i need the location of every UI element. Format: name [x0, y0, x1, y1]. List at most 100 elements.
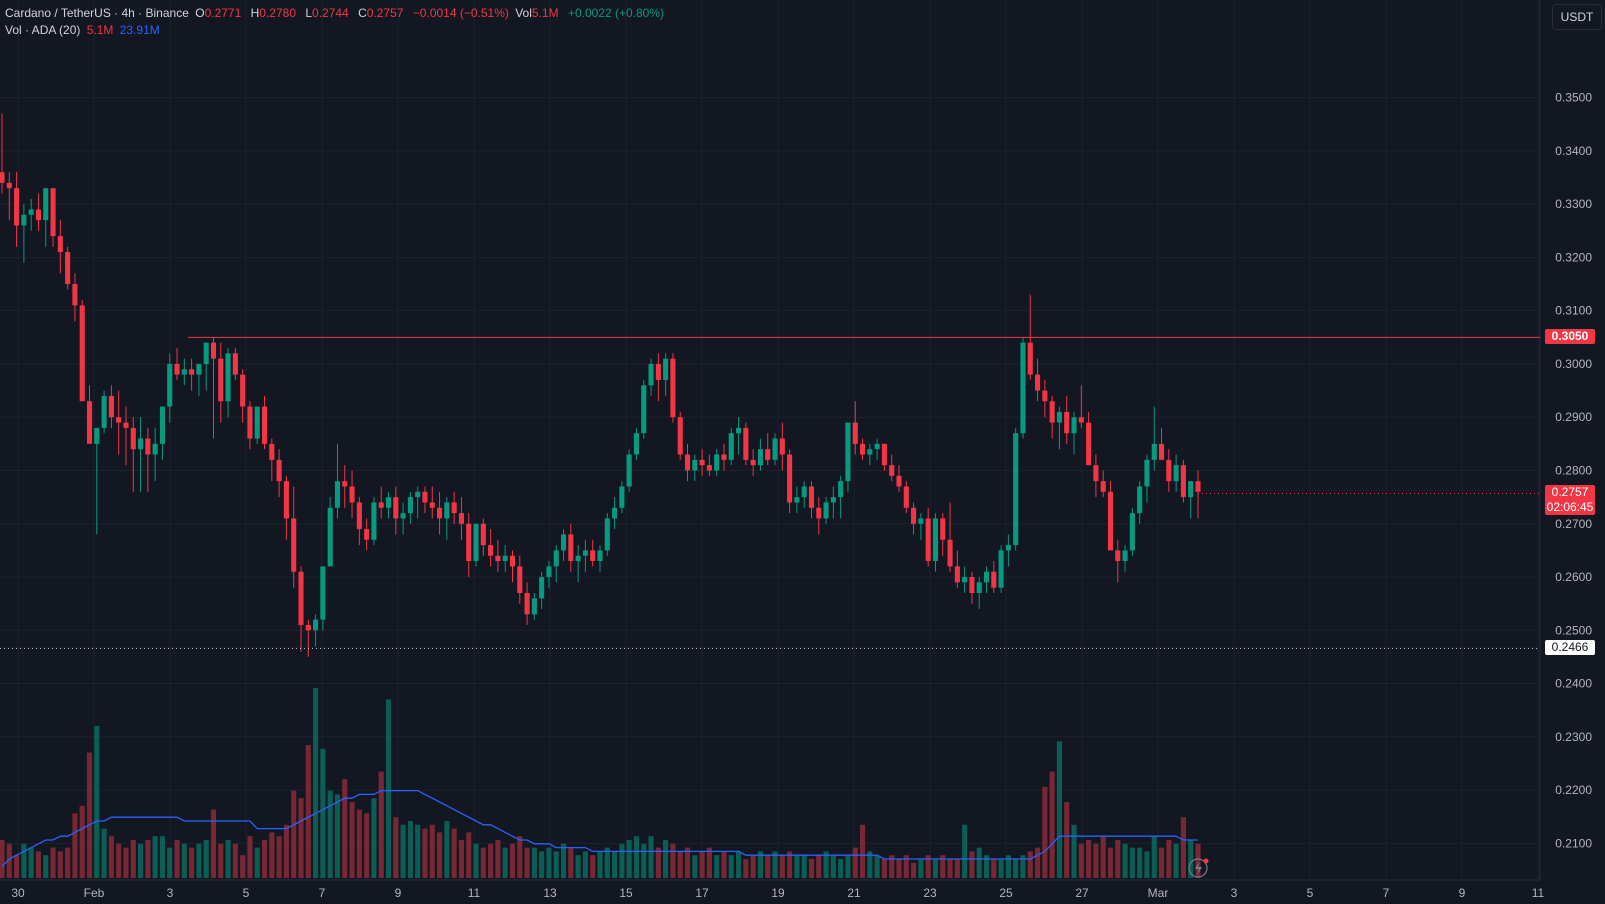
- candle-body: [43, 188, 49, 221]
- volume-bar: [1151, 836, 1157, 878]
- candle-body: [911, 507, 917, 524]
- candle-body: [393, 497, 399, 519]
- candle-body: [714, 454, 720, 471]
- indicator-ma: 23.91M: [119, 23, 160, 37]
- candle-body: [422, 491, 428, 503]
- volume-bar: [881, 859, 887, 878]
- candle-body: [641, 385, 647, 434]
- volume-bar: [269, 832, 275, 878]
- candle-body: [560, 534, 567, 551]
- x-tick-label: 17: [695, 886, 709, 900]
- volume-bar: [1049, 771, 1055, 878]
- volume-bar: [254, 847, 260, 878]
- candle-body: [539, 577, 545, 599]
- candle-body: [320, 566, 326, 620]
- volume-bar: [356, 809, 362, 878]
- candle-body: [524, 593, 530, 615]
- candle-body: [1093, 465, 1099, 482]
- x-tick-label: 30: [11, 886, 25, 900]
- volume-bar: [874, 855, 880, 878]
- volume-bar: [1056, 741, 1062, 878]
- volume-bar: [830, 855, 836, 878]
- volume-bar: [575, 855, 581, 878]
- candle-body: [138, 438, 144, 450]
- vol-change: +0.0022 (+0.80%): [567, 6, 665, 20]
- volume-bar: [757, 851, 763, 878]
- candle-body: [254, 406, 260, 439]
- volume-bar: [524, 847, 530, 878]
- candle-body: [947, 539, 953, 567]
- volume-bar: [502, 847, 508, 878]
- candle-body: [845, 422, 851, 482]
- candle-body: [619, 486, 625, 508]
- volume-bar: [1035, 847, 1041, 878]
- currency-button[interactable]: USDT: [1552, 4, 1602, 30]
- volume-bar: [28, 847, 34, 878]
- candle-body: [852, 422, 858, 444]
- volume-bar: [415, 824, 421, 878]
- indicator-volume: 5.1M: [86, 23, 114, 37]
- y-tick-label: 0.3300: [1555, 197, 1592, 211]
- volume-bar: [371, 798, 377, 878]
- volume-bar: [954, 859, 960, 878]
- candle-body: [108, 395, 114, 418]
- candle-body: [35, 209, 42, 221]
- alert-dot-icon: [1203, 858, 1209, 864]
- volume-bar: [1064, 802, 1070, 878]
- volume-bar: [422, 828, 428, 878]
- volume-bar: [903, 855, 909, 878]
- volume-bar: [444, 821, 450, 878]
- volume-bar: [429, 824, 435, 878]
- candle-body: [240, 374, 246, 407]
- candle-body: [174, 363, 180, 375]
- candle-body: [196, 363, 202, 375]
- candle-body: [1100, 481, 1106, 492]
- volume-bar: [1195, 843, 1201, 878]
- volume-bar: [932, 859, 939, 878]
- volume-bar: [57, 851, 63, 878]
- volume-bar: [167, 847, 173, 878]
- volume-bar: [648, 836, 654, 878]
- volume-bar: [509, 843, 516, 878]
- volume-bar: [138, 843, 144, 878]
- volume-bar: [612, 851, 618, 878]
- candle-body: [1151, 443, 1157, 460]
- candle-body: [808, 486, 815, 508]
- candle-body: [881, 443, 887, 466]
- candle-body: [269, 443, 275, 460]
- volume-bar: [240, 855, 246, 878]
- y-tick-label: 0.2500: [1555, 623, 1592, 637]
- candle-body: [79, 305, 85, 402]
- candle-body: [57, 236, 63, 253]
- volume-bar: [451, 828, 457, 878]
- volume-bar: [743, 859, 749, 878]
- volume-bar: [633, 836, 640, 878]
- candle-body: [276, 459, 282, 482]
- candle-body: [400, 513, 406, 519]
- candle-body: [1188, 481, 1194, 498]
- vol-value: 5.1M: [531, 6, 559, 20]
- y-tick-label: 0.3400: [1555, 144, 1592, 158]
- candle-body: [1180, 465, 1186, 498]
- volume-bar: [1122, 843, 1128, 878]
- candle-body: [1173, 465, 1179, 482]
- candle-body: [1035, 374, 1041, 391]
- candle-body: [1064, 411, 1070, 434]
- candle-body: [65, 252, 71, 285]
- volume-bar: [896, 859, 902, 878]
- volume-indicator-legend[interactable]: Vol · ADA (20) 5.1M 23.91M: [5, 22, 163, 38]
- volume-bar: [116, 843, 122, 878]
- volume-bar: [123, 847, 129, 878]
- candle-body: [495, 555, 501, 562]
- candle-body: [728, 433, 734, 460]
- volume-bar: [531, 847, 537, 878]
- candle-body: [261, 406, 268, 444]
- candle-body: [757, 449, 763, 466]
- candle-body: [918, 518, 924, 524]
- volume-ma-line: [1, 789, 1198, 868]
- volume-bar: [1173, 843, 1179, 878]
- x-tick-label: 25: [999, 886, 1013, 900]
- dotted-line-price-tag: 0.2466: [1545, 640, 1595, 656]
- volume-bar: [393, 817, 399, 878]
